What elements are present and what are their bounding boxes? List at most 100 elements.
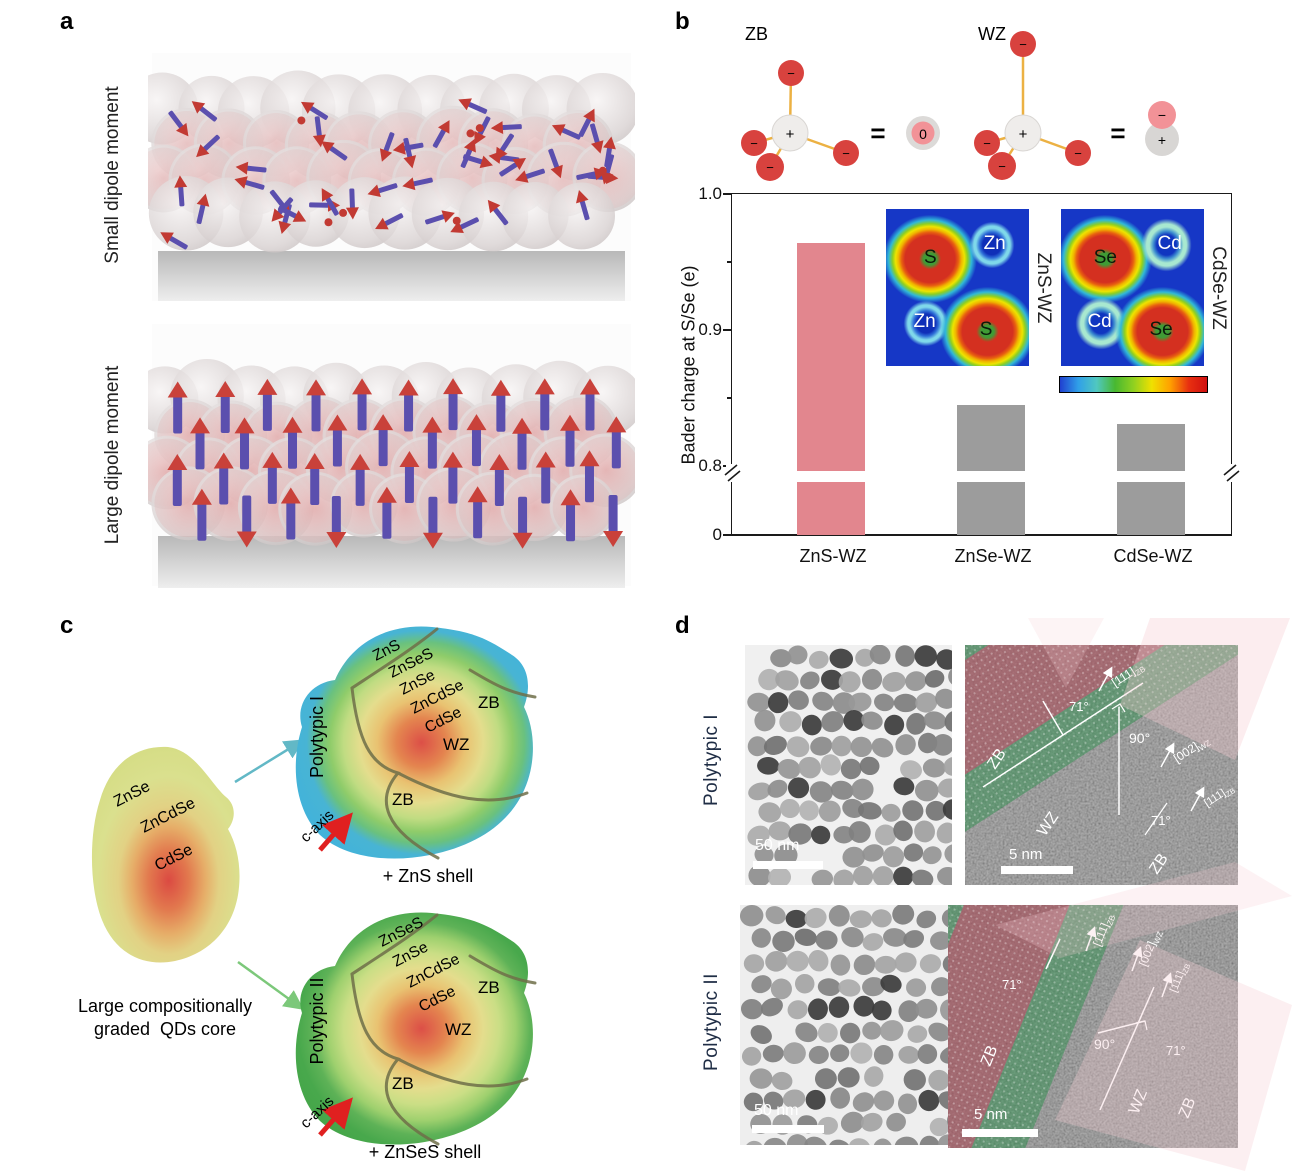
- p2-shell-caption: + ZnSeS shell: [369, 1142, 482, 1162]
- svg-text:ZB: ZB: [978, 1043, 1001, 1068]
- zb-cation-atom: [771, 114, 809, 152]
- polytypic2-label: Polytypic II: [307, 977, 327, 1064]
- arrow-to-polytypic2: [237, 960, 305, 1010]
- svg-text:−: −: [787, 66, 795, 81]
- svg-text:−: −: [998, 159, 1006, 174]
- cation-blob: [1138, 215, 1196, 275]
- zb-title: ZB: [745, 24, 768, 44]
- measurement-lines: [1045, 926, 1173, 1111]
- bar-CdSe-WZ: [1117, 424, 1185, 471]
- substrate: [158, 251, 625, 301]
- p2-c-axis-arrow: [318, 1097, 353, 1137]
- wz-cation-atom: [1004, 114, 1042, 152]
- nanocrystal-spheres: [148, 358, 635, 546]
- svg-text:0: 0: [919, 126, 927, 142]
- colorbar: [1059, 376, 1208, 393]
- phase-bands: [948, 905, 1173, 1148]
- bar-CdSe-WZ: [1117, 482, 1185, 535]
- svg-text:−: −: [1019, 37, 1027, 52]
- ytick-mark: [723, 193, 731, 195]
- svg-text:−: −: [1074, 146, 1082, 161]
- substrate: [158, 536, 625, 588]
- svg-text:−: −: [766, 160, 774, 175]
- phase-bands: [965, 645, 1238, 873]
- nanocrystal-particles: [747, 645, 952, 885]
- charge-density-inset-CdSe: Se Cd Cd Se: [1061, 209, 1204, 366]
- ytick-0: 0: [712, 525, 722, 544]
- hrtem-annotations: 71° 90° 71° [111]ZB [002]WZ [111]ZB ZB W…: [974, 914, 1199, 1123]
- zb-anion-atoms: − − − −: [741, 60, 859, 181]
- svg-text:71°: 71°: [1151, 813, 1171, 828]
- panel-b-letter: b: [675, 8, 690, 35]
- svg-text:90°: 90°: [1094, 1036, 1115, 1052]
- zb-plus: +: [786, 126, 795, 143]
- hrtem-image-polytypic2: 71° 90° 71° [111]ZB [002]WZ [111]ZB ZB W…: [948, 905, 1238, 1148]
- ytick-1.0: 1.0: [698, 184, 722, 203]
- core-caption-line2: graded QDs core: [94, 1019, 236, 1039]
- xlabel-ZnS-WZ: ZnS-WZ: [799, 546, 867, 566]
- polytypic-qd-schematic: ZnSe ZnCdSe CdSe Large compositionally g…: [78, 626, 537, 1162]
- panel-d-polytypic2-label: Polytypic II: [701, 973, 722, 1071]
- cation-label: Zn: [913, 311, 936, 333]
- p1-zb-bottom: ZB: [392, 790, 414, 809]
- inset-label-ZnS-WZ: ZnS-WZ: [1033, 252, 1054, 324]
- scale-label: 50 nm: [755, 837, 799, 854]
- scale-bar: [753, 861, 823, 869]
- axis-break-left: [724, 464, 741, 482]
- anion-label: Se: [1149, 318, 1173, 340]
- bar-ZnS-WZ: [797, 243, 865, 471]
- wz-dipole-symbol: + −: [1145, 101, 1179, 156]
- nanocrystal-spheres: [148, 70, 635, 253]
- tem-image-polytypic1: 50 nm: [745, 645, 952, 885]
- svg-text:+: +: [1158, 132, 1166, 148]
- small-dipole-illustration: [148, 53, 635, 301]
- wz-title: WZ: [978, 24, 1006, 44]
- charge-density-inset-ZnS: S Zn Zn S: [886, 209, 1029, 366]
- xlabel-ZnSe-WZ: ZnSe-WZ: [954, 546, 1032, 566]
- scale-bar: [962, 1129, 1038, 1137]
- hrtem-image-polytypic1: 71° 90° 71° [111]ZB [002]WZ [111]ZB ZB W…: [965, 645, 1238, 885]
- bader-charge-chart: 1.0 0.9 0.8 0 ZnS-WZ ZnSe-WZ CdSe-WZ S Z…: [698, 184, 1240, 566]
- core-caption-line1: Large compositionally: [78, 996, 252, 1016]
- scale-label: 50 nm: [754, 1102, 798, 1119]
- scale-bar: [752, 1125, 824, 1133]
- svg-text:−: −: [983, 136, 991, 151]
- cation-label: Cd: [1157, 232, 1182, 254]
- polytypic2-qd: ZnSeS ZnSe ZnCdSe CdSe WZ ZB ZB: [295, 912, 537, 1146]
- svg-text:5 nm: 5 nm: [1009, 846, 1042, 863]
- panel-c-letter: c: [60, 612, 74, 639]
- inset-label-CdSe-WZ: CdSe-WZ: [1208, 246, 1229, 330]
- ytick-minor: [727, 261, 731, 263]
- cation-label: Zn: [983, 232, 1006, 254]
- p1-zb-right: ZB: [478, 693, 500, 712]
- ytick-0.8: 0.8: [698, 456, 722, 475]
- graded-core-qd: ZnSe ZnCdSe CdSe: [91, 746, 240, 963]
- large-dipole-label: Large dipole moment: [102, 365, 123, 545]
- anion-label: S: [923, 246, 937, 268]
- chart-y-axis-label: Bader charge at S/Se (e): [678, 265, 699, 465]
- large-dipole-illustration: [148, 324, 635, 588]
- anion-blob: [937, 284, 1029, 366]
- svg-text:71°: 71°: [1002, 977, 1022, 992]
- svg-text:71°: 71°: [1166, 1043, 1186, 1058]
- svg-text:5 nm: 5 nm: [974, 1106, 1007, 1123]
- svg-text:−: −: [842, 146, 850, 161]
- anion-label: Se: [1093, 246, 1117, 268]
- ytick-mark: [723, 534, 731, 536]
- tem-image-polytypic2: 50 nm: [740, 905, 952, 1145]
- random-dipole-arrows: [156, 93, 619, 254]
- wz-anion-atoms: − − − −: [974, 31, 1091, 180]
- cation-blob: [966, 218, 1018, 272]
- measurement-lines: [982, 666, 1205, 836]
- axis-break-right: [1223, 464, 1240, 482]
- xlabel-CdSe-WZ: CdSe-WZ: [1113, 546, 1193, 566]
- arrow-to-polytypic1: [234, 739, 305, 784]
- bar-ZnSe-WZ: [957, 482, 1025, 535]
- p1-c-axis-arrow: [318, 812, 353, 852]
- anion-label: S: [979, 318, 993, 340]
- ytick-0.9: 0.9: [698, 320, 722, 339]
- svg-text:71°: 71°: [1069, 699, 1089, 714]
- svg-text:−: −: [750, 136, 758, 151]
- p2-wz: WZ: [445, 1020, 471, 1039]
